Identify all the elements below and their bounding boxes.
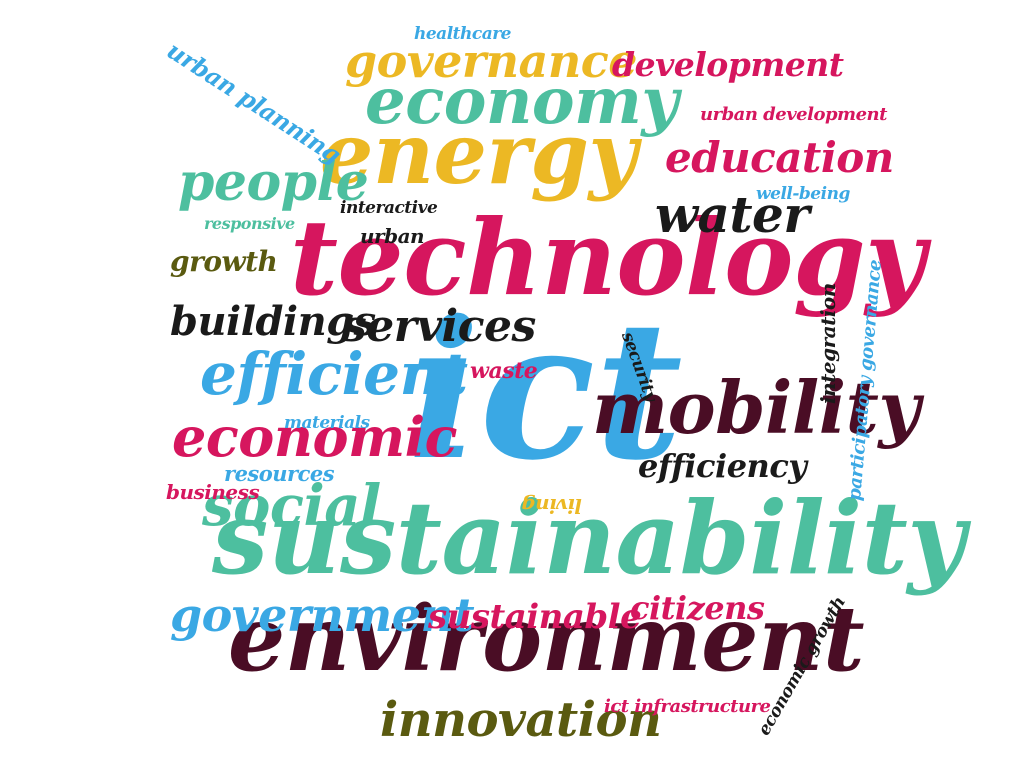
word-healthcare: healthcare [414, 24, 512, 44]
word-urban-planning: urban planning [161, 35, 347, 170]
word-water: water [655, 185, 810, 244]
word-growth: growth [170, 245, 278, 278]
word-development: development [612, 45, 844, 84]
word-living: living [522, 494, 582, 518]
word-economy: economy [365, 64, 679, 139]
word-well-being: well-being [756, 184, 850, 204]
word-efficient: efficient [200, 340, 468, 408]
word-buildings: buildings [170, 298, 376, 345]
word-government: government [170, 588, 475, 642]
word-economic: economic [172, 405, 458, 469]
word-sustainable: sustainable [428, 597, 642, 637]
word-interactive: interactive [340, 198, 438, 218]
word-waste: waste [470, 358, 538, 384]
word-efficiency: efficiency [638, 447, 807, 485]
word-mobility: mobility [592, 365, 920, 450]
word-education: education [665, 133, 894, 182]
word-social: social [202, 473, 381, 539]
word-business: business [166, 480, 260, 504]
word-sustainability: sustainability [212, 479, 965, 597]
word-ict: ict [408, 279, 683, 502]
word-energy: energy [320, 104, 637, 203]
word-services: services [342, 301, 536, 352]
word-urban-development: urban development [700, 104, 887, 125]
word-people: people [178, 152, 369, 213]
word-governance: governance [345, 34, 638, 88]
word-responsive: responsive [204, 214, 295, 233]
word-resources: resources [224, 461, 335, 486]
word-urban: urban [360, 224, 425, 248]
word-integration: integration [816, 283, 840, 404]
word-innovation: innovation [380, 692, 662, 748]
word-ict-infrastructure: ict infrastructure [604, 696, 771, 717]
word-citizens: citizens [630, 589, 765, 627]
word-environment: environment [228, 586, 865, 692]
word-technology: technology [290, 196, 926, 319]
word-materials: materials [284, 413, 370, 433]
